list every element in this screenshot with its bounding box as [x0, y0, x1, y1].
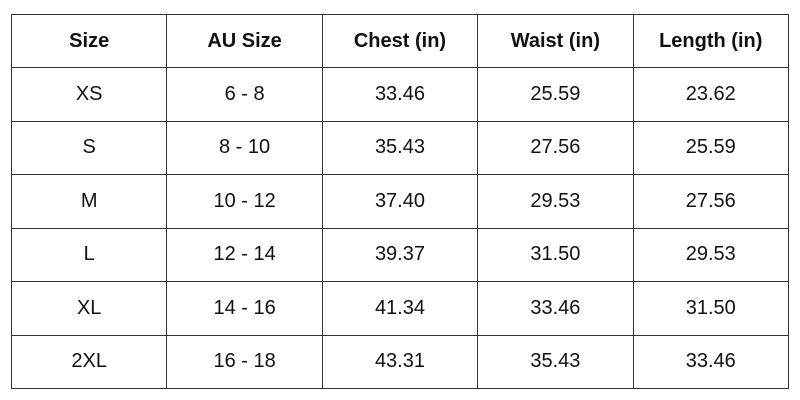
table-cell: XL: [10, 281, 168, 336]
table-cell: 23.62: [632, 67, 789, 122]
table-cell: 43.31: [321, 334, 479, 389]
table-cell: 6 - 8: [166, 67, 323, 122]
table-cell: 10 - 12: [166, 174, 323, 229]
table-cell: 41.34: [321, 281, 479, 336]
size-table: Size AU Size Chest (in) Waist (in) Length (i…: [10, 14, 789, 389]
table-cell: 33.46: [477, 281, 634, 336]
header-row: Size AU Size Chest (in) Waist (in) Length (i…: [10, 14, 789, 68]
table-cell: 2XL: [10, 334, 168, 389]
table-cell: 12 - 14: [166, 227, 323, 282]
table-body: XS 6 - 8 33.46 25.59 23.62 S 8 - 10 35.43 27.56 2…: [10, 67, 789, 389]
table-row: M 10 - 12 37.40 29.53 27.56: [10, 174, 789, 229]
table-cell: S: [10, 120, 168, 175]
header-cell: Length (in): [632, 14, 789, 68]
table-cell: 33.46: [321, 67, 479, 122]
table-cell: L: [10, 227, 168, 282]
table-cell: 35.43: [477, 334, 634, 389]
table-row: XS 6 - 8 33.46 25.59 23.62: [10, 67, 789, 122]
table-cell: 29.53: [632, 227, 789, 282]
table-cell: 25.59: [632, 120, 789, 175]
table-cell: M: [10, 174, 168, 229]
header-cell: Chest (in): [321, 14, 479, 68]
table-cell: 27.56: [477, 120, 634, 175]
header-cell: Waist (in): [477, 14, 634, 68]
table-cell: 37.40: [321, 174, 479, 229]
table-row: 2XL 16 - 18 43.31 35.43 33.46: [10, 334, 789, 389]
header-cell: Size: [10, 14, 168, 68]
table-cell: 39.37: [321, 227, 479, 282]
table-cell: 8 - 10: [166, 120, 323, 175]
header-cell: AU Size: [166, 14, 323, 68]
table-cell: 29.53: [477, 174, 634, 229]
table-cell: 16 - 18: [166, 334, 323, 389]
table-cell: 33.46: [632, 334, 789, 389]
table-row: XL 14 - 16 41.34 33.46 31.50: [10, 281, 789, 336]
table-cell: 31.50: [632, 281, 789, 336]
table-cell: 35.43: [321, 120, 479, 175]
table-cell: 25.59: [477, 67, 634, 122]
size-chart: Size AU Size Chest (in) Waist (in) Length (i…: [10, 14, 789, 389]
table-cell: 14 - 16: [166, 281, 323, 336]
table-cell: XS: [10, 67, 168, 122]
table-cell: 27.56: [632, 174, 789, 229]
table-row: L 12 - 14 39.37 31.50 29.53: [10, 227, 789, 282]
table-cell: 31.50: [477, 227, 634, 282]
